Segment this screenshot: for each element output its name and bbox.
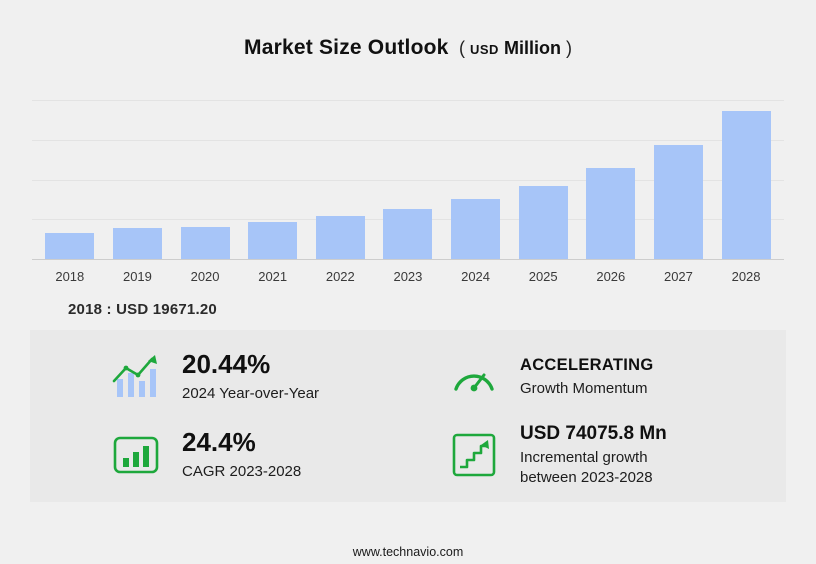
cagr-label: CAGR 2023-2028 bbox=[182, 463, 302, 481]
momentum-label: Growth Momentum bbox=[520, 379, 648, 397]
x-tick-label: 2026 bbox=[596, 269, 626, 284]
bar-2025 bbox=[518, 186, 568, 259]
chart-unit: ( USD Million ) bbox=[459, 38, 572, 58]
bar-2027 bbox=[653, 144, 703, 259]
bar-2022 bbox=[315, 216, 365, 259]
stat-cagr: 24.4% CAGR 2023-2028 bbox=[110, 416, 432, 494]
source-url: www.technavio.com bbox=[352, 545, 464, 559]
stat-incremental: USD 74075.8 Mn Incremental growth betwee… bbox=[448, 416, 770, 494]
bar-2018 bbox=[45, 232, 95, 259]
x-tick-label: 2023 bbox=[393, 269, 423, 284]
cagr-value: 24.4% bbox=[182, 427, 256, 458]
x-tick-label: 2025 bbox=[528, 269, 558, 284]
x-tick-label: 2028 bbox=[731, 269, 761, 284]
unit-word: Million bbox=[503, 38, 561, 58]
market-size-bar-chart: 2018 2019 2020 2021 2022 2023 2024 2025 2026 2027… bbox=[32, 100, 784, 284]
incremental-label: Incremental growth between 2023-2028 bbox=[520, 449, 653, 486]
bars-container bbox=[32, 100, 784, 259]
x-tick-label: 2018 bbox=[55, 269, 85, 284]
trend-line-bars-icon bbox=[110, 351, 162, 403]
x-tick-label: 2027 bbox=[663, 269, 693, 284]
x-tick-label: 2019 bbox=[122, 269, 152, 284]
stat-yoy: 20.44% 2024 Year-over-Year bbox=[110, 338, 432, 416]
unit-open-paren: ( bbox=[458, 38, 465, 58]
bar-2020 bbox=[180, 226, 230, 259]
incremental-value: USD 74075.8 Mn bbox=[520, 422, 667, 444]
bar-2028 bbox=[721, 111, 771, 259]
bar-2019 bbox=[112, 227, 162, 259]
x-axis-labels: 2018 2019 2020 2021 2022 2023 2024 2025 2026 2027… bbox=[32, 269, 784, 284]
stat-momentum: ACCELERATING Growth Momentum bbox=[448, 338, 770, 416]
stats-panel: 20.44% 2024 Year-over-Year ACCELERATING … bbox=[30, 330, 786, 502]
unit-close-paren: ) bbox=[565, 38, 572, 58]
chart-title: Market Size Outlook ( USD Million ) bbox=[0, 36, 816, 60]
unit-currency: USD bbox=[470, 42, 499, 57]
incremental-growth-icon bbox=[448, 429, 500, 481]
bar-2023 bbox=[383, 209, 433, 259]
bar-2024 bbox=[451, 199, 501, 259]
gridline bbox=[32, 139, 784, 141]
plot-area bbox=[32, 100, 784, 260]
bar-2021 bbox=[248, 221, 298, 259]
speedometer-icon bbox=[448, 351, 500, 403]
x-tick-label: 2024 bbox=[461, 269, 491, 284]
gridline bbox=[32, 179, 784, 181]
bar-chart-icon bbox=[110, 429, 162, 481]
momentum-value: ACCELERATING bbox=[520, 355, 654, 374]
bar-2026 bbox=[586, 167, 636, 259]
chart-title-text: Market Size Outlook bbox=[244, 36, 449, 59]
gridline bbox=[32, 100, 784, 101]
x-tick-label: 2020 bbox=[190, 269, 220, 284]
yoy-label: 2024 Year-over-Year bbox=[182, 385, 320, 403]
x-tick-label: 2021 bbox=[258, 269, 288, 284]
x-tick-label: 2022 bbox=[325, 269, 355, 284]
base-year-value: 2018 : USD 19671.20 bbox=[68, 301, 217, 318]
yoy-value: 20.44% bbox=[182, 349, 271, 380]
